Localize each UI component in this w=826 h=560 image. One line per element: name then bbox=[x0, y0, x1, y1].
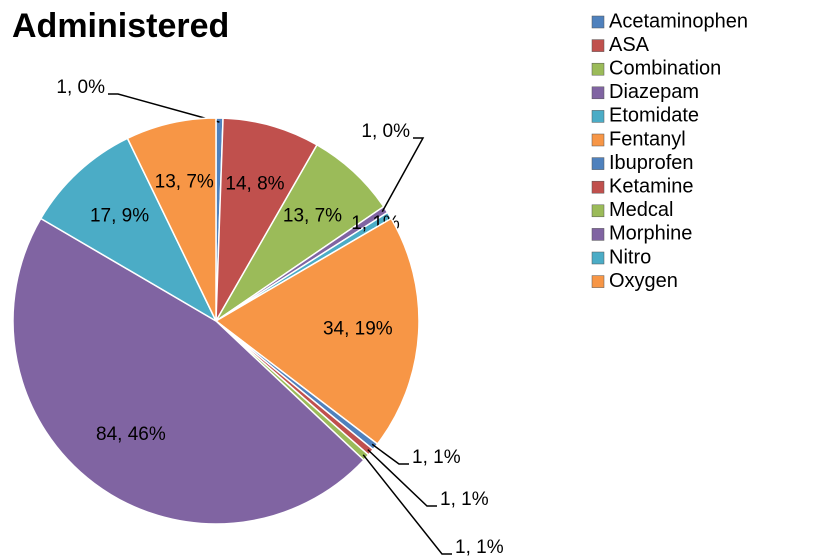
legend-swatch bbox=[591, 228, 605, 241]
legend-swatch bbox=[591, 204, 605, 218]
legend-label: Fentanyl bbox=[609, 128, 686, 150]
leader-line bbox=[367, 449, 437, 507]
legend-label: Morphine bbox=[609, 223, 692, 245]
legend-label: Combination bbox=[609, 57, 721, 79]
legend-label: Ibuprofen bbox=[609, 152, 694, 174]
legend-swatch bbox=[591, 275, 605, 288]
legend-label: ASA bbox=[609, 34, 650, 56]
legend-label: Acetaminophen bbox=[609, 10, 748, 32]
pie-slice bbox=[39, 137, 218, 323]
legend-swatch bbox=[591, 251, 605, 265]
legend-label: Ketamine bbox=[609, 175, 694, 197]
legend-label: Medcal bbox=[609, 199, 673, 221]
data-label: 1, 1% bbox=[440, 489, 489, 510]
data-label: 34, 19% bbox=[323, 319, 393, 340]
data-label: 1, 0% bbox=[56, 77, 105, 98]
legend-swatch bbox=[591, 157, 605, 170]
legend-swatch bbox=[591, 180, 605, 194]
legend-swatch bbox=[591, 39, 605, 52]
pie-slice bbox=[12, 217, 365, 525]
data-label: 14, 8% bbox=[225, 173, 284, 194]
pie-slice bbox=[126, 117, 217, 322]
chart-title: Administered bbox=[12, 7, 229, 45]
legend-label: Etomidate bbox=[609, 105, 699, 127]
legend-label: Diazepam bbox=[609, 81, 699, 103]
legend-swatch bbox=[591, 15, 605, 29]
legend-swatch bbox=[591, 133, 605, 147]
leader-line bbox=[371, 443, 409, 465]
pie-slice bbox=[214, 217, 420, 446]
pie-slice bbox=[215, 117, 319, 322]
legend-label: Oxygen bbox=[609, 270, 678, 292]
leader-line bbox=[108, 93, 220, 123]
legend-swatch bbox=[591, 110, 605, 123]
legend-label: Nitro bbox=[609, 246, 651, 268]
data-label: 13, 7% bbox=[283, 206, 342, 227]
leader-line bbox=[381, 137, 425, 213]
data-label: 1, 1% bbox=[455, 537, 504, 558]
data-label: 17, 9% bbox=[90, 206, 149, 227]
leader-line bbox=[362, 454, 452, 555]
legend-swatch bbox=[591, 86, 605, 100]
data-label: 1, 0% bbox=[361, 121, 410, 142]
data-label: 84, 46% bbox=[96, 424, 166, 445]
data-label: 1, 1% bbox=[412, 447, 461, 468]
legend-swatch bbox=[591, 62, 605, 76]
data-label: 13, 7% bbox=[155, 172, 214, 193]
